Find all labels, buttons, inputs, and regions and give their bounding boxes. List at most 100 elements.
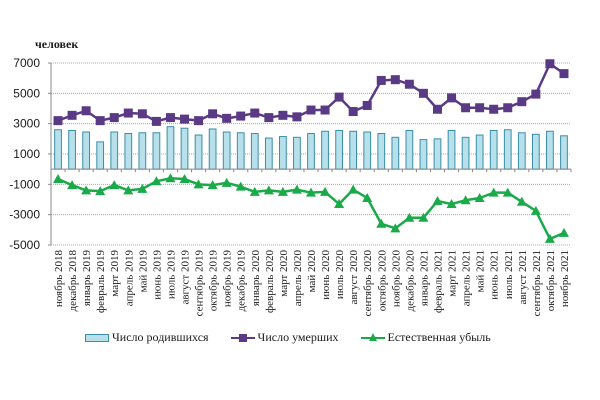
x-tick-label: август 2019 — [180, 250, 192, 305]
y-tick-label: -1000 — [9, 177, 40, 191]
natural-decline-marker — [320, 186, 331, 196]
natural-decline-marker — [432, 196, 443, 206]
deaths-marker — [250, 108, 260, 118]
bar-births — [349, 130, 358, 170]
legend-square-marker-icon — [230, 333, 255, 343]
x-tick-label: сентябрь 2020 — [362, 250, 374, 317]
deaths-marker — [278, 110, 288, 120]
x-tick-label: декабрь 2019 — [236, 250, 248, 312]
natural-decline-marker — [109, 180, 120, 190]
births-bars — [54, 126, 568, 170]
y-tick-label: 5000 — [13, 86, 40, 100]
natural-decline-marker — [516, 196, 527, 206]
x-tick-label: июнь 2019 — [151, 250, 163, 300]
deaths-marker — [137, 109, 147, 119]
legend-triangle-marker-icon — [360, 332, 385, 343]
natural-decline-marker — [221, 177, 232, 187]
bar-births — [433, 138, 442, 170]
natural-decline-marker — [502, 187, 513, 197]
deaths-marker — [447, 93, 457, 103]
legend: Число родившихся Число умерших Естествен… — [85, 330, 525, 345]
x-tick-label: май 2021 — [475, 250, 487, 292]
bar-births — [335, 129, 343, 170]
x-tick-label: июль 2019 — [165, 250, 177, 300]
deaths-marker — [503, 103, 513, 113]
x-tick-label: март 2021 — [447, 250, 459, 297]
bar-births — [68, 129, 76, 170]
natural-decline-marker — [334, 199, 345, 209]
bar-births — [307, 133, 315, 170]
deaths-marker — [264, 113, 274, 123]
x-tick-label: декабрь 2020 — [404, 250, 416, 312]
x-tick-label: январь 2020 — [250, 250, 262, 307]
bar-births — [447, 129, 456, 170]
bar-births — [503, 129, 512, 170]
deaths-marker — [53, 116, 63, 126]
natural-decline-marker — [460, 195, 471, 205]
bar-births — [363, 131, 372, 170]
natural-decline-marker — [376, 218, 387, 228]
y-tick-label: -3000 — [9, 208, 40, 222]
x-tick-label: июль 2020 — [334, 250, 346, 300]
bar-births — [405, 129, 414, 170]
x-tick-label: июнь 2021 — [489, 250, 501, 300]
bar-births — [419, 139, 428, 170]
deaths-marker — [194, 116, 204, 126]
natural-decline-marker — [81, 185, 92, 195]
legend-label: Естественная убыль — [387, 330, 491, 344]
natural-decline-line — [53, 173, 569, 243]
bar-births — [391, 136, 400, 170]
natural-decline-marker — [263, 185, 274, 195]
bar-births — [152, 132, 161, 170]
deaths-marker — [475, 103, 485, 113]
bar-births — [377, 133, 386, 170]
natural-decline-marker — [137, 183, 148, 193]
bar-births — [54, 129, 62, 170]
x-axis-labels: ноябрь 2018 декабрь 2018 январь 2019 феврал… — [53, 250, 571, 317]
x-tick-label: февраль 2019 — [95, 250, 107, 313]
bar-births — [236, 132, 245, 170]
x-tick-label: апрель 2021 — [461, 250, 473, 306]
bar-births — [180, 127, 189, 170]
deaths-marker — [306, 105, 316, 115]
bar-births — [560, 135, 568, 170]
natural-decline-marker — [446, 199, 457, 209]
deaths-marker — [81, 106, 91, 116]
deaths-marker — [109, 113, 119, 123]
x-tick-label: ноябрь 2020 — [390, 250, 402, 308]
x-tick-label: июнь 2020 — [320, 250, 332, 300]
natural-decline-marker — [306, 187, 316, 197]
deaths-marker — [165, 113, 175, 123]
legend-bar-swatch-icon — [85, 333, 109, 342]
y-tick-label: 3000 — [13, 117, 40, 131]
y-tick-label: -5000 — [9, 238, 40, 252]
x-tick-label: сентябрь 2021 — [531, 250, 543, 316]
axes — [50, 63, 572, 245]
deaths-marker — [320, 105, 330, 115]
deaths-marker — [236, 111, 246, 121]
x-tick-label: январь 2021 — [418, 250, 430, 306]
natural-decline-marker — [474, 192, 485, 202]
deaths-marker — [390, 75, 400, 85]
deaths-marker — [180, 114, 190, 124]
x-tick-label: декабрь 2018 — [67, 250, 79, 312]
deaths-marker — [95, 116, 105, 126]
bar-births — [222, 131, 231, 170]
x-tick-label: октябрь 2021 — [545, 250, 557, 311]
y-axis-unit-label: человек — [35, 37, 79, 51]
natural-decline-marker — [488, 187, 499, 197]
natural-decline-marker — [53, 174, 64, 184]
deaths-marker — [208, 109, 218, 119]
bar-births — [110, 131, 119, 170]
bar-births — [531, 133, 540, 170]
natural-decline-marker — [235, 181, 246, 191]
x-tick-label: май 2019 — [137, 250, 149, 293]
deaths-marker — [531, 89, 541, 99]
legend-label: Число родившихся — [112, 330, 209, 344]
natural-decline-marker — [390, 223, 401, 233]
x-tick-label: февраль 2020 — [264, 250, 276, 313]
natural-decline-marker — [558, 227, 569, 237]
x-tick-label: ноябрь 2021 — [559, 250, 571, 307]
deaths-line — [53, 59, 569, 126]
bar-births — [96, 141, 105, 170]
